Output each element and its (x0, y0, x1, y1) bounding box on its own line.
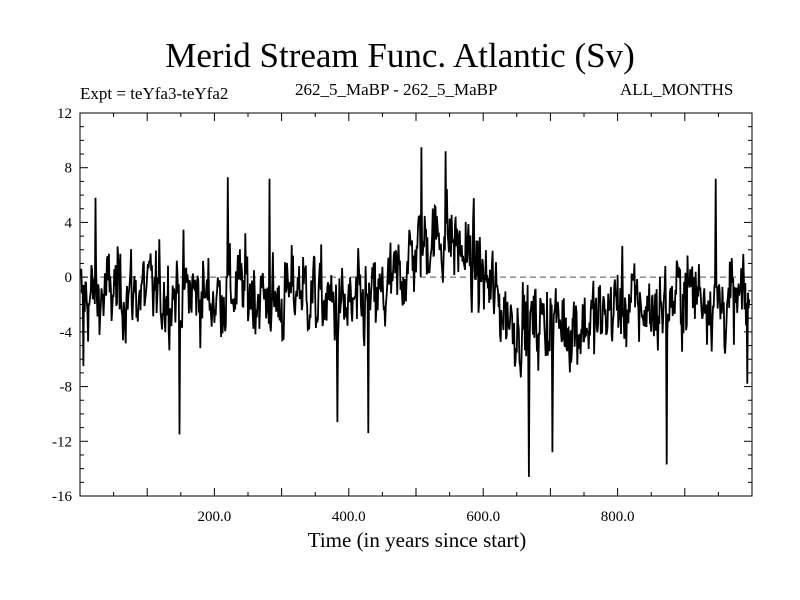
y-tick-label: -16 (52, 489, 72, 505)
y-tick-label: 0 (65, 270, 73, 286)
y-tick-label: -8 (60, 380, 73, 396)
x-tick-label: 600.0 (466, 509, 500, 525)
y-tick-label: -4 (60, 325, 73, 341)
experiment-label: Expt = teYfa3-teYfa2 (80, 84, 229, 103)
months-label: ALL_MONTHS (620, 80, 734, 99)
period-label: 262_5_MaBP - 262_5_MaBP (295, 80, 498, 99)
y-tick-label: 12 (57, 106, 72, 122)
y-tick-label: 8 (65, 161, 73, 177)
x-tick-label: 200.0 (198, 509, 232, 525)
x-tick-label: 800.0 (601, 509, 635, 525)
y-tick-label: 4 (65, 215, 73, 231)
chart-title: Merid Stream Func. Atlantic (Sv) (165, 36, 635, 75)
x-axis-label: Time (in years since start) (307, 528, 527, 552)
series-line (79, 147, 751, 477)
y-tick-label: -12 (52, 434, 72, 450)
x-tick-label: 400.0 (332, 509, 366, 525)
